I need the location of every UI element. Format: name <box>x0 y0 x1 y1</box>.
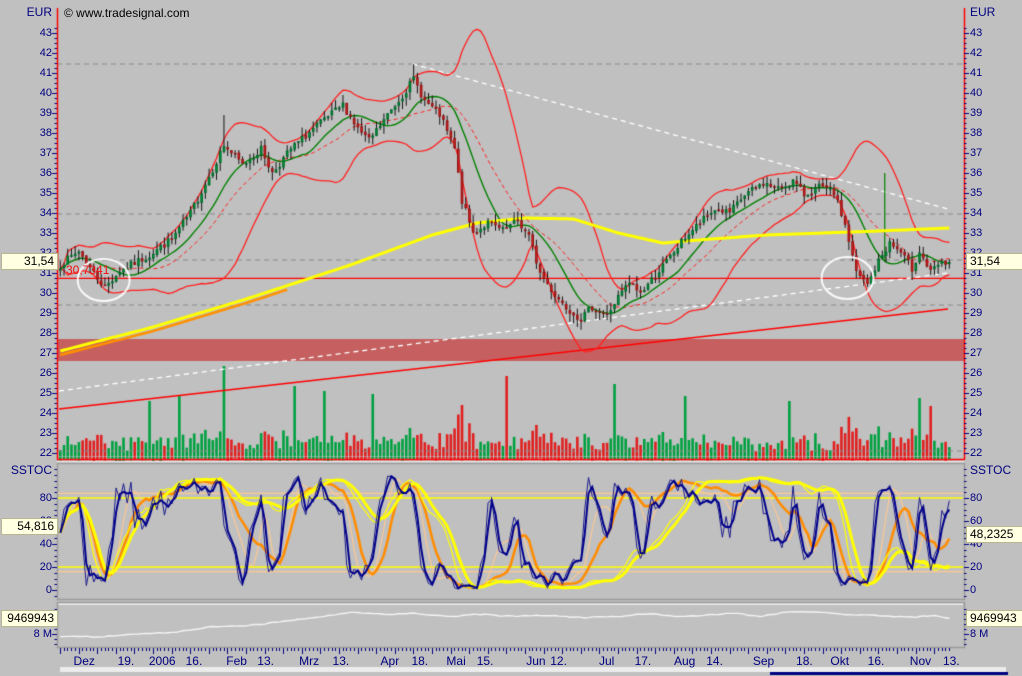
time-axis-label: Feb <box>226 654 247 668</box>
time-axis-label: 13. <box>942 654 960 668</box>
price-tick-label-left: 41 <box>39 67 52 79</box>
price-tick-label-right: 29 <box>970 307 983 319</box>
price-tick-label-right: 35 <box>970 187 983 199</box>
price-tick-label-left: 22 <box>39 447 52 459</box>
time-axis-label: 13. <box>332 654 350 668</box>
price-tick-label-right: 42 <box>970 47 983 59</box>
price-tick-label-left: 26 <box>39 367 52 379</box>
price-tick-label-left: 23 <box>39 427 52 439</box>
price-tick-label-left: 34 <box>39 207 52 219</box>
price-tick-label-right: 38 <box>970 127 983 139</box>
price-tick-label-left: 28 <box>39 327 52 339</box>
time-axis-label: 18. <box>796 654 813 668</box>
price-tick-label-right: 36 <box>970 167 983 179</box>
sstoc-tick-label-right: 80 <box>970 492 983 504</box>
volume-value-marker-left: 9469943 <box>2 611 57 626</box>
time-axis-label: Jul <box>598 654 615 668</box>
sstoc-tick-label-left: 0 <box>45 584 52 596</box>
price-tick-label-right: 22 <box>970 447 983 459</box>
price-tick-label-right: 27 <box>970 347 983 359</box>
volume-tick-label-left: 8 M <box>33 628 52 640</box>
price-tick-label-left: 38 <box>39 127 52 139</box>
oscillator-value-marker-left: 54,816 <box>2 519 57 534</box>
time-axis-label: 16. <box>185 654 203 668</box>
price-tick-label-right: 24 <box>970 407 983 419</box>
time-axis-label: Aug <box>673 654 696 668</box>
price-tick-label-right: 37 <box>970 147 983 159</box>
time-axis-label: 2006 <box>148 654 176 668</box>
time-axis-label: 16. <box>867 654 885 668</box>
price-tick-label-left: 35 <box>39 187 52 199</box>
price-tick-label-right: 41 <box>970 67 983 79</box>
sstoc-tick-label-right: 60 <box>970 515 983 527</box>
sstoc-tick-label-left: 20 <box>39 561 52 573</box>
oscillator-value-marker-right: 48,2325 <box>967 527 1022 542</box>
price-tick-label-right: 28 <box>970 327 983 339</box>
time-axis-label: 14. <box>706 654 723 668</box>
sstoc-tick-label-left: 80 <box>39 492 52 504</box>
time-axis-label: 17. <box>634 654 652 668</box>
price-tick-label-right: 31 <box>970 267 983 279</box>
volume-tick-label-right: 8 M <box>970 628 989 640</box>
time-axis-label: Jun <box>526 654 546 668</box>
volume-value-marker-right: 9469943 <box>967 611 1022 626</box>
price-tick-label-left: 27 <box>39 347 52 359</box>
price-tick-label-left: 33 <box>39 227 52 239</box>
price-tick-label-left: 25 <box>39 387 52 399</box>
price-tick-label-right: 33 <box>970 227 983 239</box>
price-tick-label-left: 30 <box>39 287 52 299</box>
sstoc-tick-label-left: 40 <box>39 538 52 550</box>
time-axis-label: Dez <box>73 654 95 668</box>
price-tick-label-left: 24 <box>39 407 52 419</box>
price-tick-label-right: 43 <box>970 27 983 39</box>
time-axis-label: Okt <box>830 654 850 668</box>
range-scrollbar[interactable] <box>58 667 1006 675</box>
price-tick-label-left: 43 <box>39 27 52 39</box>
price-tick-label-left: 39 <box>39 107 52 119</box>
currency-label-left: EUR <box>26 5 52 19</box>
last-price-marker-left: 31,54 <box>2 254 57 269</box>
time-axis-label: Mai <box>446 654 466 668</box>
price-tick-label-right: 30 <box>970 287 983 299</box>
price-tick-label-left: 40 <box>39 87 52 99</box>
oscillator-title-right: SSTOC <box>970 463 1012 477</box>
last-price-marker-right: 31,54 <box>967 254 1022 269</box>
price-tick-label-right: 26 <box>970 367 983 379</box>
sstoc-tick-label-right: 0 <box>970 584 977 596</box>
time-axis-label: 15. <box>476 654 494 668</box>
currency-label-right: EUR <box>970 5 996 19</box>
price-tick-label-left: 36 <box>39 167 52 179</box>
time-axis-label: 13. <box>257 654 274 668</box>
time-axis-label: 18. <box>411 654 429 668</box>
price-tick-label-left: 31 <box>39 267 52 279</box>
copyright: © www.tradesignal.com <box>64 6 190 20</box>
time-axis-label: Sep <box>752 654 775 668</box>
price-tick-label-left: 37 <box>39 147 52 159</box>
sstoc-tick-label-right: 20 <box>970 561 983 573</box>
oscillator-title-left: SSTOC <box>10 463 52 477</box>
time-axis-label: 19. <box>117 654 135 668</box>
support-line-price-label: 30,7341 <box>66 263 110 277</box>
price-tick-label-right: 40 <box>970 87 983 99</box>
time-axis-label: 12. <box>550 654 567 668</box>
time-axis-label: Mrz <box>299 654 320 668</box>
time-axis-label: Apr <box>380 654 400 668</box>
price-tick-label-right: 25 <box>970 387 983 399</box>
price-tick-label-right: 34 <box>970 207 983 219</box>
time-axis-label: Nov <box>909 654 932 668</box>
price-tick-label-left: 42 <box>39 47 52 59</box>
price-tick-label-left: 29 <box>39 307 52 319</box>
price-tick-label-right: 23 <box>970 427 983 439</box>
price-tick-label-right: 39 <box>970 107 983 119</box>
